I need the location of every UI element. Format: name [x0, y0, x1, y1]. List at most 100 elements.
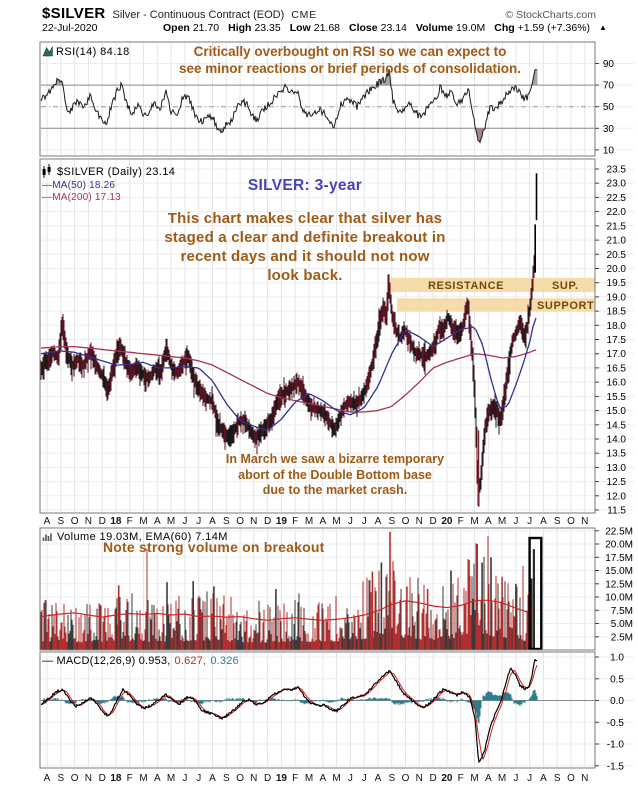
svg-text:10.0M: 10.0M	[605, 593, 633, 604]
price-legend: $SILVER (Daily) 23.14	[57, 166, 176, 178]
svg-text:15.0: 15.0	[607, 406, 627, 417]
svg-text:D: D	[429, 773, 436, 784]
date-axis: A S O N D 18 F M A M J J A S O N D 19 F M A M J J A S O N D 20 F M A M J J A…	[44, 516, 589, 784]
rsi-area-icon	[42, 46, 53, 57]
svg-text:J: J	[362, 516, 367, 527]
svg-text:23.5: 23.5	[607, 165, 627, 176]
svg-text:S: S	[57, 773, 64, 784]
svg-text:17.5M: 17.5M	[605, 553, 633, 564]
svg-text:A: A	[485, 516, 492, 527]
quote-row: Open 21.70 High 23.35 Low 21.68 Close 23.14 …	[163, 22, 607, 34]
svg-text:O: O	[567, 773, 575, 784]
svg-text:J: J	[348, 516, 353, 527]
svg-text:A: A	[44, 516, 51, 527]
svg-text:20: 20	[441, 516, 453, 527]
svg-text:A: A	[319, 516, 326, 527]
svg-text:10: 10	[603, 145, 615, 156]
svg-text:O: O	[71, 773, 79, 784]
svg-text:M: M	[139, 516, 147, 527]
svg-text:O: O	[567, 516, 575, 527]
sup-label: SUP.	[552, 280, 579, 292]
svg-text:F: F	[127, 773, 133, 784]
panel-borders	[39, 41, 596, 769]
close-quote: Close 23.14	[349, 22, 407, 34]
svg-text:M: M	[332, 516, 340, 527]
svg-text:19: 19	[276, 516, 288, 527]
svg-text:12.0: 12.0	[607, 491, 627, 502]
ticker-symbol: $SILVER	[42, 5, 106, 22]
svg-text:15.5: 15.5	[607, 392, 627, 403]
quote-date: 22-Jul-2020	[42, 22, 98, 34]
svg-text:17.0: 17.0	[607, 349, 627, 360]
svg-text:0.0: 0.0	[610, 696, 624, 707]
volume-quote: Volume 19.0M	[415, 22, 486, 34]
svg-text:A: A	[319, 773, 326, 784]
svg-text:A: A	[485, 773, 492, 784]
svg-text:S: S	[554, 773, 561, 784]
svg-text:J: J	[348, 773, 353, 784]
open-quote: Open 21.70	[163, 22, 220, 34]
volume-annotation: Note strong volume on breakout	[103, 539, 325, 555]
svg-text:A: A	[44, 773, 51, 784]
svg-text:50: 50	[603, 102, 615, 113]
svg-text:13.0: 13.0	[607, 463, 627, 474]
svg-text:12.5M: 12.5M	[605, 579, 633, 590]
volume-bars	[40, 531, 543, 651]
svg-text:O: O	[71, 516, 79, 527]
svg-text:M: M	[332, 773, 340, 784]
svg-text:N: N	[581, 516, 588, 527]
svg-text:O: O	[402, 516, 410, 527]
svg-text:A: A	[540, 773, 547, 784]
low-quote: Low 21.68	[289, 22, 341, 34]
ma200-line	[40, 345, 537, 413]
svg-text:J: J	[196, 773, 201, 784]
svg-text:-0.5: -0.5	[607, 718, 625, 729]
svg-text:20.5: 20.5	[607, 250, 627, 261]
svg-text:12.5: 12.5	[607, 477, 627, 488]
svg-text:J: J	[182, 773, 187, 784]
svg-text:N: N	[581, 773, 588, 784]
svg-text:F: F	[292, 516, 298, 527]
svg-text:J: J	[527, 773, 532, 784]
svg-text:M: M	[470, 773, 478, 784]
svg-text:S: S	[554, 516, 561, 527]
chart-title: SILVER: 3-year	[247, 177, 363, 194]
svg-text:A: A	[540, 516, 547, 527]
volume-legend: Volume 19.03M, EMA(60) 7.14M	[57, 531, 228, 543]
svg-text:23.0: 23.0	[607, 179, 627, 190]
svg-text:O: O	[236, 516, 244, 527]
svg-text:22.0: 22.0	[607, 207, 627, 218]
svg-text:F: F	[292, 773, 298, 784]
svg-text:14.0: 14.0	[607, 435, 627, 446]
svg-text:17.5: 17.5	[607, 335, 627, 346]
svg-text:J: J	[182, 516, 187, 527]
svg-text:18: 18	[110, 516, 122, 527]
macd-line	[41, 658, 538, 764]
macd-series	[40, 658, 538, 764]
svg-text:22.5M: 22.5M	[605, 526, 633, 537]
macd-signal-value: 0.627,	[174, 655, 207, 667]
svg-text:M: M	[305, 773, 313, 784]
moving-averages	[40, 317, 537, 431]
copyright-label: © StockCharts.com	[505, 9, 596, 21]
volume-ema-line	[40, 599, 534, 621]
svg-text:M: M	[305, 516, 313, 527]
svg-text:M: M	[167, 516, 175, 527]
svg-text:18.5: 18.5	[607, 307, 627, 318]
macd-hist-value: 0.326	[210, 655, 239, 667]
svg-text:D: D	[264, 773, 271, 784]
instrument-name: Silver - Continuous Contract (EOD)	[112, 9, 285, 21]
exchange-label: CME	[291, 9, 318, 21]
svg-text:O: O	[402, 773, 410, 784]
march-annotation: In March we saw a bizarre temporary abor…	[225, 452, 445, 497]
svg-text:20: 20	[441, 773, 453, 784]
svg-text:F: F	[458, 773, 464, 784]
volume-bars-icon	[42, 533, 52, 541]
svg-text:15.0M: 15.0M	[605, 566, 633, 577]
svg-text:M: M	[167, 773, 175, 784]
svg-text:13.5: 13.5	[607, 449, 627, 460]
svg-text:20.0: 20.0	[607, 264, 627, 275]
svg-text:D: D	[99, 516, 106, 527]
svg-text:S: S	[388, 516, 395, 527]
ma50-legend: —MA(50) 18.26	[42, 180, 116, 191]
